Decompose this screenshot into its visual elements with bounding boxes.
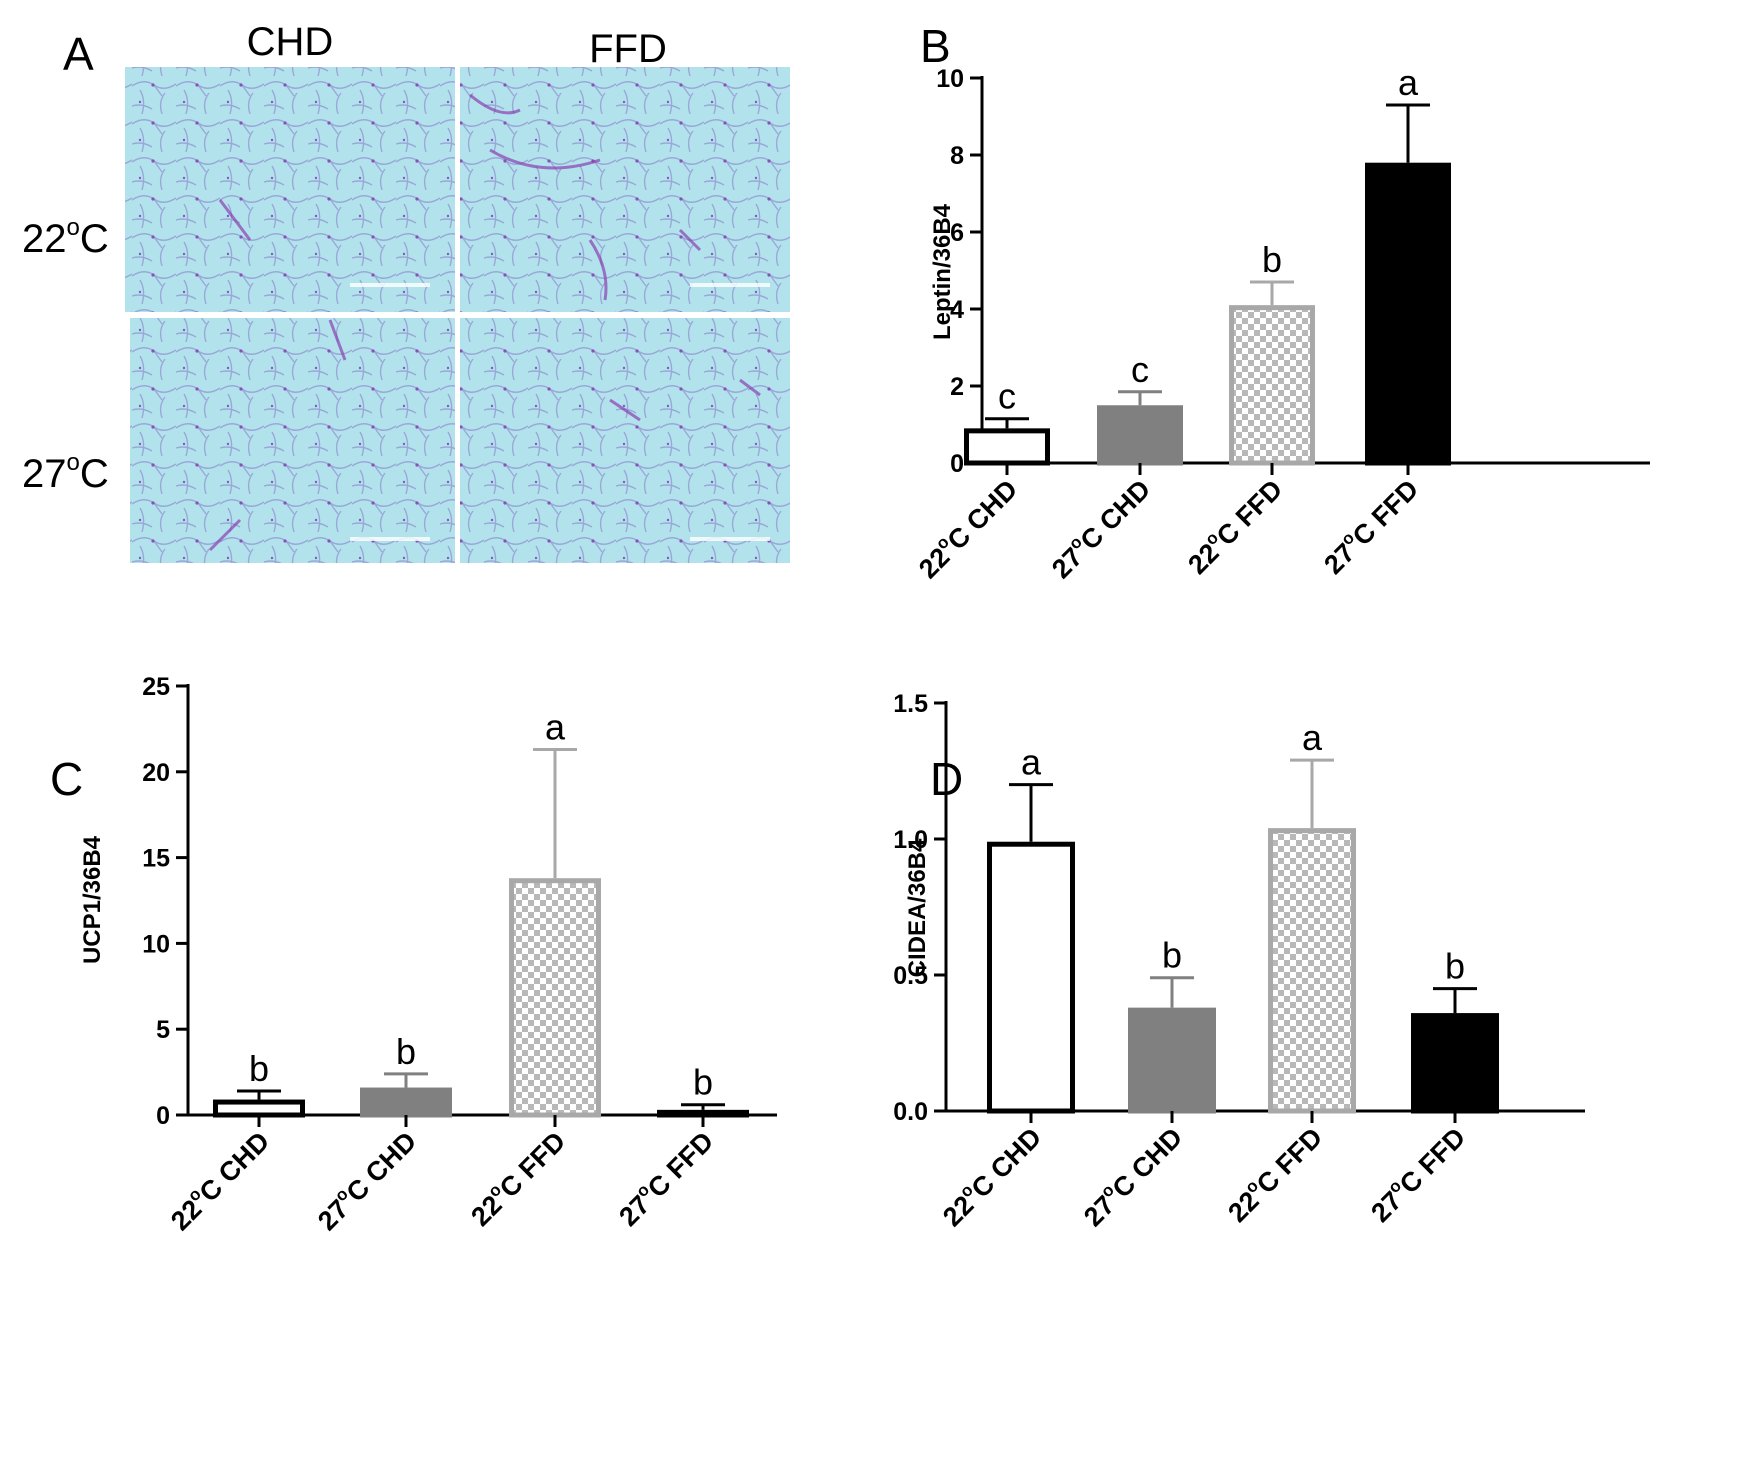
panel-c: C 0 5 10 15 20 25 UCP1/36B4 b 22oC CHD b 27oC CHD a… [50,673,777,1236]
panel-a: A CHD FFD 22oC 27oC [22,20,790,563]
significance-letter: c [998,376,1016,417]
significance-letter: b [1162,935,1182,976]
y-tick-label: 4 [950,296,964,324]
scale-bar [690,537,770,541]
micrograph-22c-ffd [460,67,790,312]
cidea-chart: 0.0 0.5 1.0 1.5 CIDEA/36B4 a 22oC CHD b 27oC CHD… [893,690,1585,1232]
significance-letter: b [693,1062,713,1103]
y-tick-label: 10 [936,65,964,93]
bar [1268,828,1356,1114]
bar [657,1109,749,1118]
panel-label-a: A [63,28,94,80]
micrograph-27c-chd [130,318,455,563]
ucp1-y-axis-label: UCP1/36B4 [79,835,106,964]
y-tick-label: 15 [142,845,170,873]
significance-letter: c [1131,349,1149,390]
significance-letter: b [396,1031,416,1072]
leptin-y-axis-label: Leptin/36B4 [929,203,956,340]
category-label: 22oC FFD [1180,472,1288,580]
y-tick-label: 1.5 [893,690,928,718]
bar [964,428,1050,466]
column-header-ffd: FFD [589,27,667,71]
y-tick-label: 20 [142,759,170,787]
significance-letter: b [1445,946,1465,987]
category-label: 27oC CHD [1044,472,1156,584]
category-label: 22oC FFD [1220,1120,1328,1228]
significance-letter: a [1302,717,1323,758]
y-tick-label: 0 [156,1102,170,1130]
panel-label-c: C [50,753,83,805]
y-tick-label: 5 [156,1016,170,1044]
y-tick-label: 8 [950,142,964,170]
bar [213,1099,305,1118]
column-header-chd: CHD [247,20,334,64]
bar [1411,1013,1499,1114]
y-tick-label: 25 [142,673,170,701]
panel-label-b: B [920,20,951,72]
category-label: 27oC FFD [1316,472,1424,580]
y-tick-label: 6 [950,219,964,247]
bar [1097,405,1183,466]
category-label: 27oC FFD [611,1124,719,1232]
micrograph-22c-chd [125,67,455,312]
scale-bar [690,283,770,287]
leptin-chart: 0 2 4 6 8 10 Leptin/36B4 c 22oC CHD c 27oC CHD b 22o… [911,62,1650,584]
stain-marks [208,93,761,552]
category-label: 22oC CHD [163,1124,275,1236]
ucp1-chart: 0 5 10 15 20 25 UCP1/36B4 b 22oC CHD b 27oC CHD a 22… [79,673,777,1236]
micrograph-grid [125,67,790,563]
bar [1365,162,1451,466]
bar [1229,305,1315,466]
y-tick-label: 0 [950,450,964,478]
category-label: 22oC CHD [911,472,1023,584]
row-label-22c: 22oC [22,214,109,261]
y-tick-label: 1.0 [893,826,928,854]
y-tick-label: 0.5 [893,962,928,990]
category-label: 27oC FFD [1363,1120,1471,1228]
bar [987,841,1075,1114]
bar [360,1087,452,1118]
significance-letter: a [1398,62,1419,103]
scale-bar [350,283,430,287]
row-label-27c: 27oC [22,449,109,496]
scale-bar [350,537,430,541]
cidea-y-axis-label: CIDEA/36B4 [904,838,931,977]
bar [509,878,601,1118]
significance-letter: b [1262,239,1282,280]
significance-letter: a [1021,742,1042,783]
y-tick-label: 2 [950,373,964,401]
significance-letter: b [249,1048,269,1089]
category-label: 27oC CHD [310,1124,422,1236]
category-label: 22oC FFD [463,1124,571,1232]
panel-b: B 0 2 4 6 8 10 Leptin/36B4 c 22oC CHD c 27oC CHD b 2… [911,20,1650,584]
category-label: 22oC CHD [935,1120,1047,1232]
y-tick-label: 10 [142,930,170,958]
bar [1128,1007,1216,1114]
significance-letter: a [545,706,566,747]
y-tick-label: 0.0 [893,1098,928,1126]
micrograph-27c-ffd [460,318,790,563]
category-label: 27oC CHD [1076,1120,1188,1232]
